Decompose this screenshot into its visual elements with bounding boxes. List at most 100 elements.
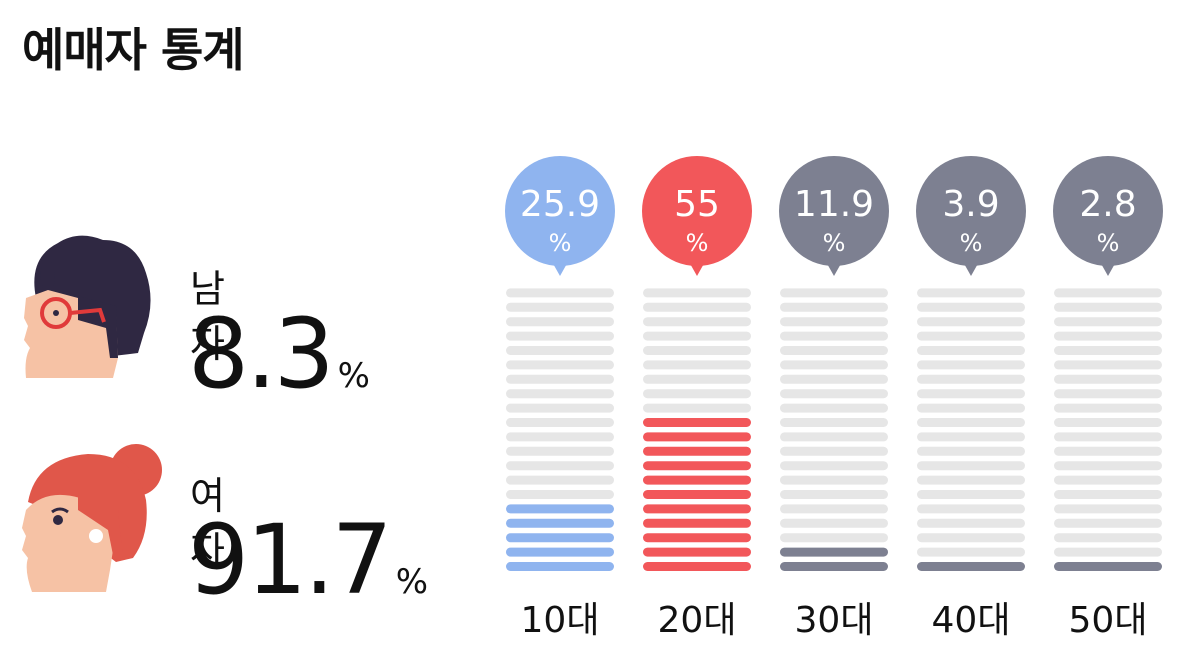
bar-track-segment [917,547,1025,557]
bar-track-segment [506,360,614,370]
bar-track-segment [643,317,751,327]
bar-track-segment [917,389,1025,399]
bar-segment [506,504,614,514]
bar-track-segment [780,331,888,341]
bar-track-segment [1054,518,1162,528]
bar-segment [917,562,1025,571]
bar-track-segment [917,461,1025,471]
value-bubble-pointer [688,260,706,276]
bar-track-segment [780,461,888,471]
bar-track-segment [780,317,888,327]
bar-track-segment [506,302,614,312]
bar-track-segment [643,389,751,399]
bar-segment [643,504,751,514]
man-with-glasses-icon [24,235,151,378]
bar-track-segment [506,490,614,499]
bar-track-segment [1054,432,1162,442]
age-group-5: 2.8% 50대 [1053,156,1163,641]
woman-with-bun-icon [22,444,162,592]
bar-segment [506,533,614,543]
bar-track-segment [1054,446,1162,456]
x-tick-label: 10대 [521,600,600,641]
bar-track-segment [780,504,888,514]
data-label: 11.9 [794,184,874,225]
bar-segment [643,461,751,471]
bar-track-segment [506,389,614,399]
bar-track-segment [780,374,888,384]
age-distribution-chart: 25.9% 10대 55% 20대 11.9% 30대 3.9% 40대 2.8% 50대 [505,156,1163,641]
bar-track-segment [780,389,888,399]
bar-track-segment [1054,360,1162,370]
bar-track-segment [780,432,888,442]
bar-track-segment [1054,331,1162,341]
bar-track-segment [1054,374,1162,384]
bar-segment [643,562,751,571]
bar-track-segment [506,331,614,341]
bar-track-segment [643,331,751,341]
age-group-1: 25.9% 10대 [505,156,615,641]
bar-track-segment [780,446,888,456]
value-bubble-pointer [962,260,980,276]
bar-segment [643,547,751,557]
data-label-unit: % [686,229,709,257]
bar-segment [1054,562,1162,571]
x-tick-label: 50대 [1069,600,1148,641]
age-group-4: 3.9% 40대 [916,156,1026,641]
bar-track-segment [643,374,751,384]
bar-track-segment [506,432,614,442]
bar-track-segment [780,403,888,413]
data-label: 2.8 [1079,184,1136,225]
value-bubble [779,156,889,266]
age-group-2: 55% 20대 [642,156,752,641]
data-label-unit: % [549,229,572,257]
age-group-3: 11.9% 30대 [779,156,889,641]
bar-track-segment [780,518,888,528]
data-label: 55 [674,184,720,225]
bar-track-segment [1054,346,1162,355]
bar-track-segment [780,533,888,543]
data-label: 3.9 [942,184,999,225]
bar-track-segment [780,475,888,485]
bar-track-segment [1054,461,1162,471]
value-bubble [916,156,1026,266]
bar-track-segment [1054,389,1162,399]
bar-track-segment [917,475,1025,485]
bar-track-segment [780,288,888,298]
page-title: 예매자 통계 [22,23,245,77]
bar-track-segment [1054,504,1162,514]
bar-track-segment [917,317,1025,327]
bar-track-segment [643,360,751,370]
data-label-unit: % [823,229,846,257]
bar-track-segment [506,317,614,327]
bar-track-segment [1054,317,1162,327]
bar-segment [506,518,614,528]
bar-track-segment [506,461,614,471]
x-tick-label: 20대 [658,600,737,641]
bar-track-segment [506,374,614,384]
bar-track-segment [917,403,1025,413]
data-label: 25.9 [520,184,600,225]
bar-track-segment [780,346,888,355]
bar-track-segment [917,432,1025,442]
male-percentage: 8.3% [188,298,370,410]
bar-track-segment [917,346,1025,355]
bar-segment [643,418,751,427]
bar-track-segment [506,446,614,456]
bar-segment [643,475,751,485]
value-bubble [1053,156,1163,266]
bar-track-segment [1054,302,1162,312]
bar-track-segment [1054,547,1162,557]
bar-track-segment [506,475,614,485]
bar-track-segment [780,418,888,427]
bar-track-segment [643,288,751,298]
bar-track-segment [1054,533,1162,543]
bar-track-segment [643,346,751,355]
bar-track-segment [643,403,751,413]
bar-track-segment [917,490,1025,499]
bar-track-segment [780,490,888,499]
bar-track-segment [917,533,1025,543]
bar-track-segment [1054,418,1162,427]
value-bubble-pointer [825,260,843,276]
bar-segment [643,518,751,528]
bar-track-segment [917,360,1025,370]
